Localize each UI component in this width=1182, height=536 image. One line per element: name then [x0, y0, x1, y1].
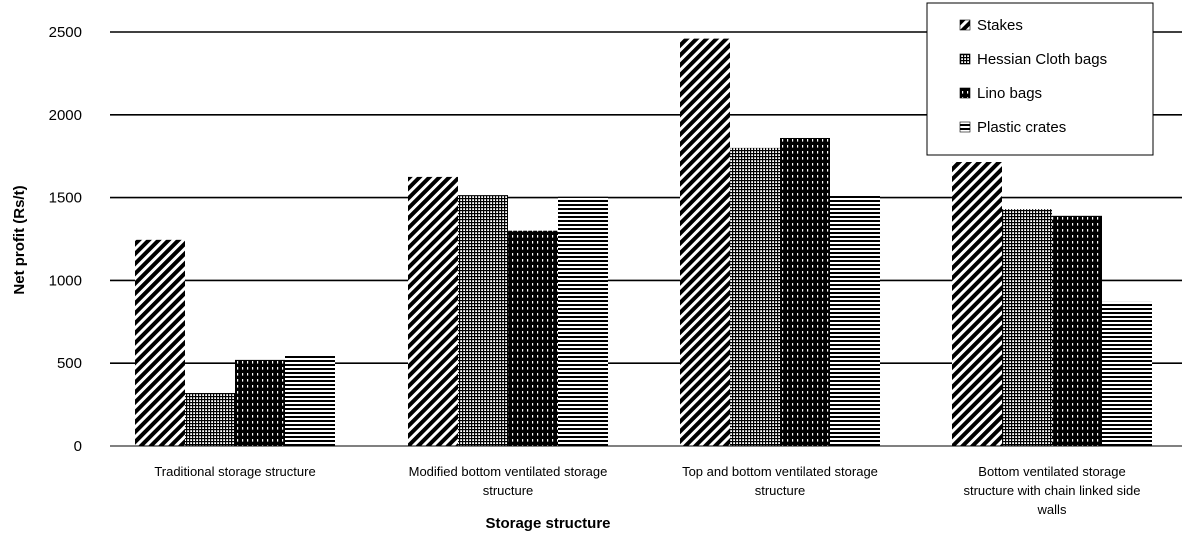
y-tick-label: 500 — [57, 355, 82, 372]
x-tick-label: Traditional storage structure — [154, 464, 315, 479]
x-tick-label: Bottom ventilated storage structure with … — [963, 464, 1140, 517]
bar — [235, 359, 285, 446]
x-tick-label: Top and bottom ventilated storage structu… — [682, 464, 878, 498]
legend-swatch — [959, 53, 971, 65]
y-tick-label: 0 — [74, 438, 82, 455]
legend-label: Plastic crates — [977, 119, 1066, 136]
bar — [1002, 209, 1052, 446]
y-axis-ticks: 0 500 1000 1500 2000 2500 — [49, 24, 82, 455]
bar — [952, 161, 1002, 446]
bar — [780, 137, 830, 446]
legend-label: Lino bags — [977, 85, 1042, 102]
bar — [730, 147, 780, 447]
legend: Stakes Hessian Cloth bags Lino bags Plastic… — [926, 2, 1154, 156]
bar — [830, 195, 880, 446]
y-tick-label: 1500 — [49, 190, 82, 207]
y-tick-label: 2000 — [49, 107, 82, 124]
legend-label: Hessian Cloth bags — [977, 51, 1107, 68]
y-tick-label: 2500 — [49, 24, 82, 41]
bar — [135, 239, 185, 446]
bar — [558, 196, 608, 446]
y-tick-label: 1000 — [49, 272, 82, 289]
legend-swatch — [959, 121, 971, 133]
legend-swatch — [959, 19, 971, 31]
bar — [680, 38, 730, 447]
bar — [508, 230, 558, 446]
bar — [458, 195, 508, 446]
category-labels: Traditional storage structure Modified bo… — [154, 464, 1140, 517]
legend-label: Stakes — [977, 17, 1023, 34]
x-axis-title: Storage structure — [485, 515, 610, 532]
bar — [408, 176, 458, 446]
legend-swatch — [959, 87, 971, 99]
bar — [285, 354, 335, 446]
y-axis-title: Net profit (Rs/t) — [11, 185, 28, 294]
x-tick-label: Modified bottom ventilated storage struct… — [409, 464, 608, 498]
bar — [1102, 301, 1152, 446]
bars — [135, 38, 1152, 447]
bar — [185, 393, 235, 446]
bar — [1052, 215, 1102, 446]
